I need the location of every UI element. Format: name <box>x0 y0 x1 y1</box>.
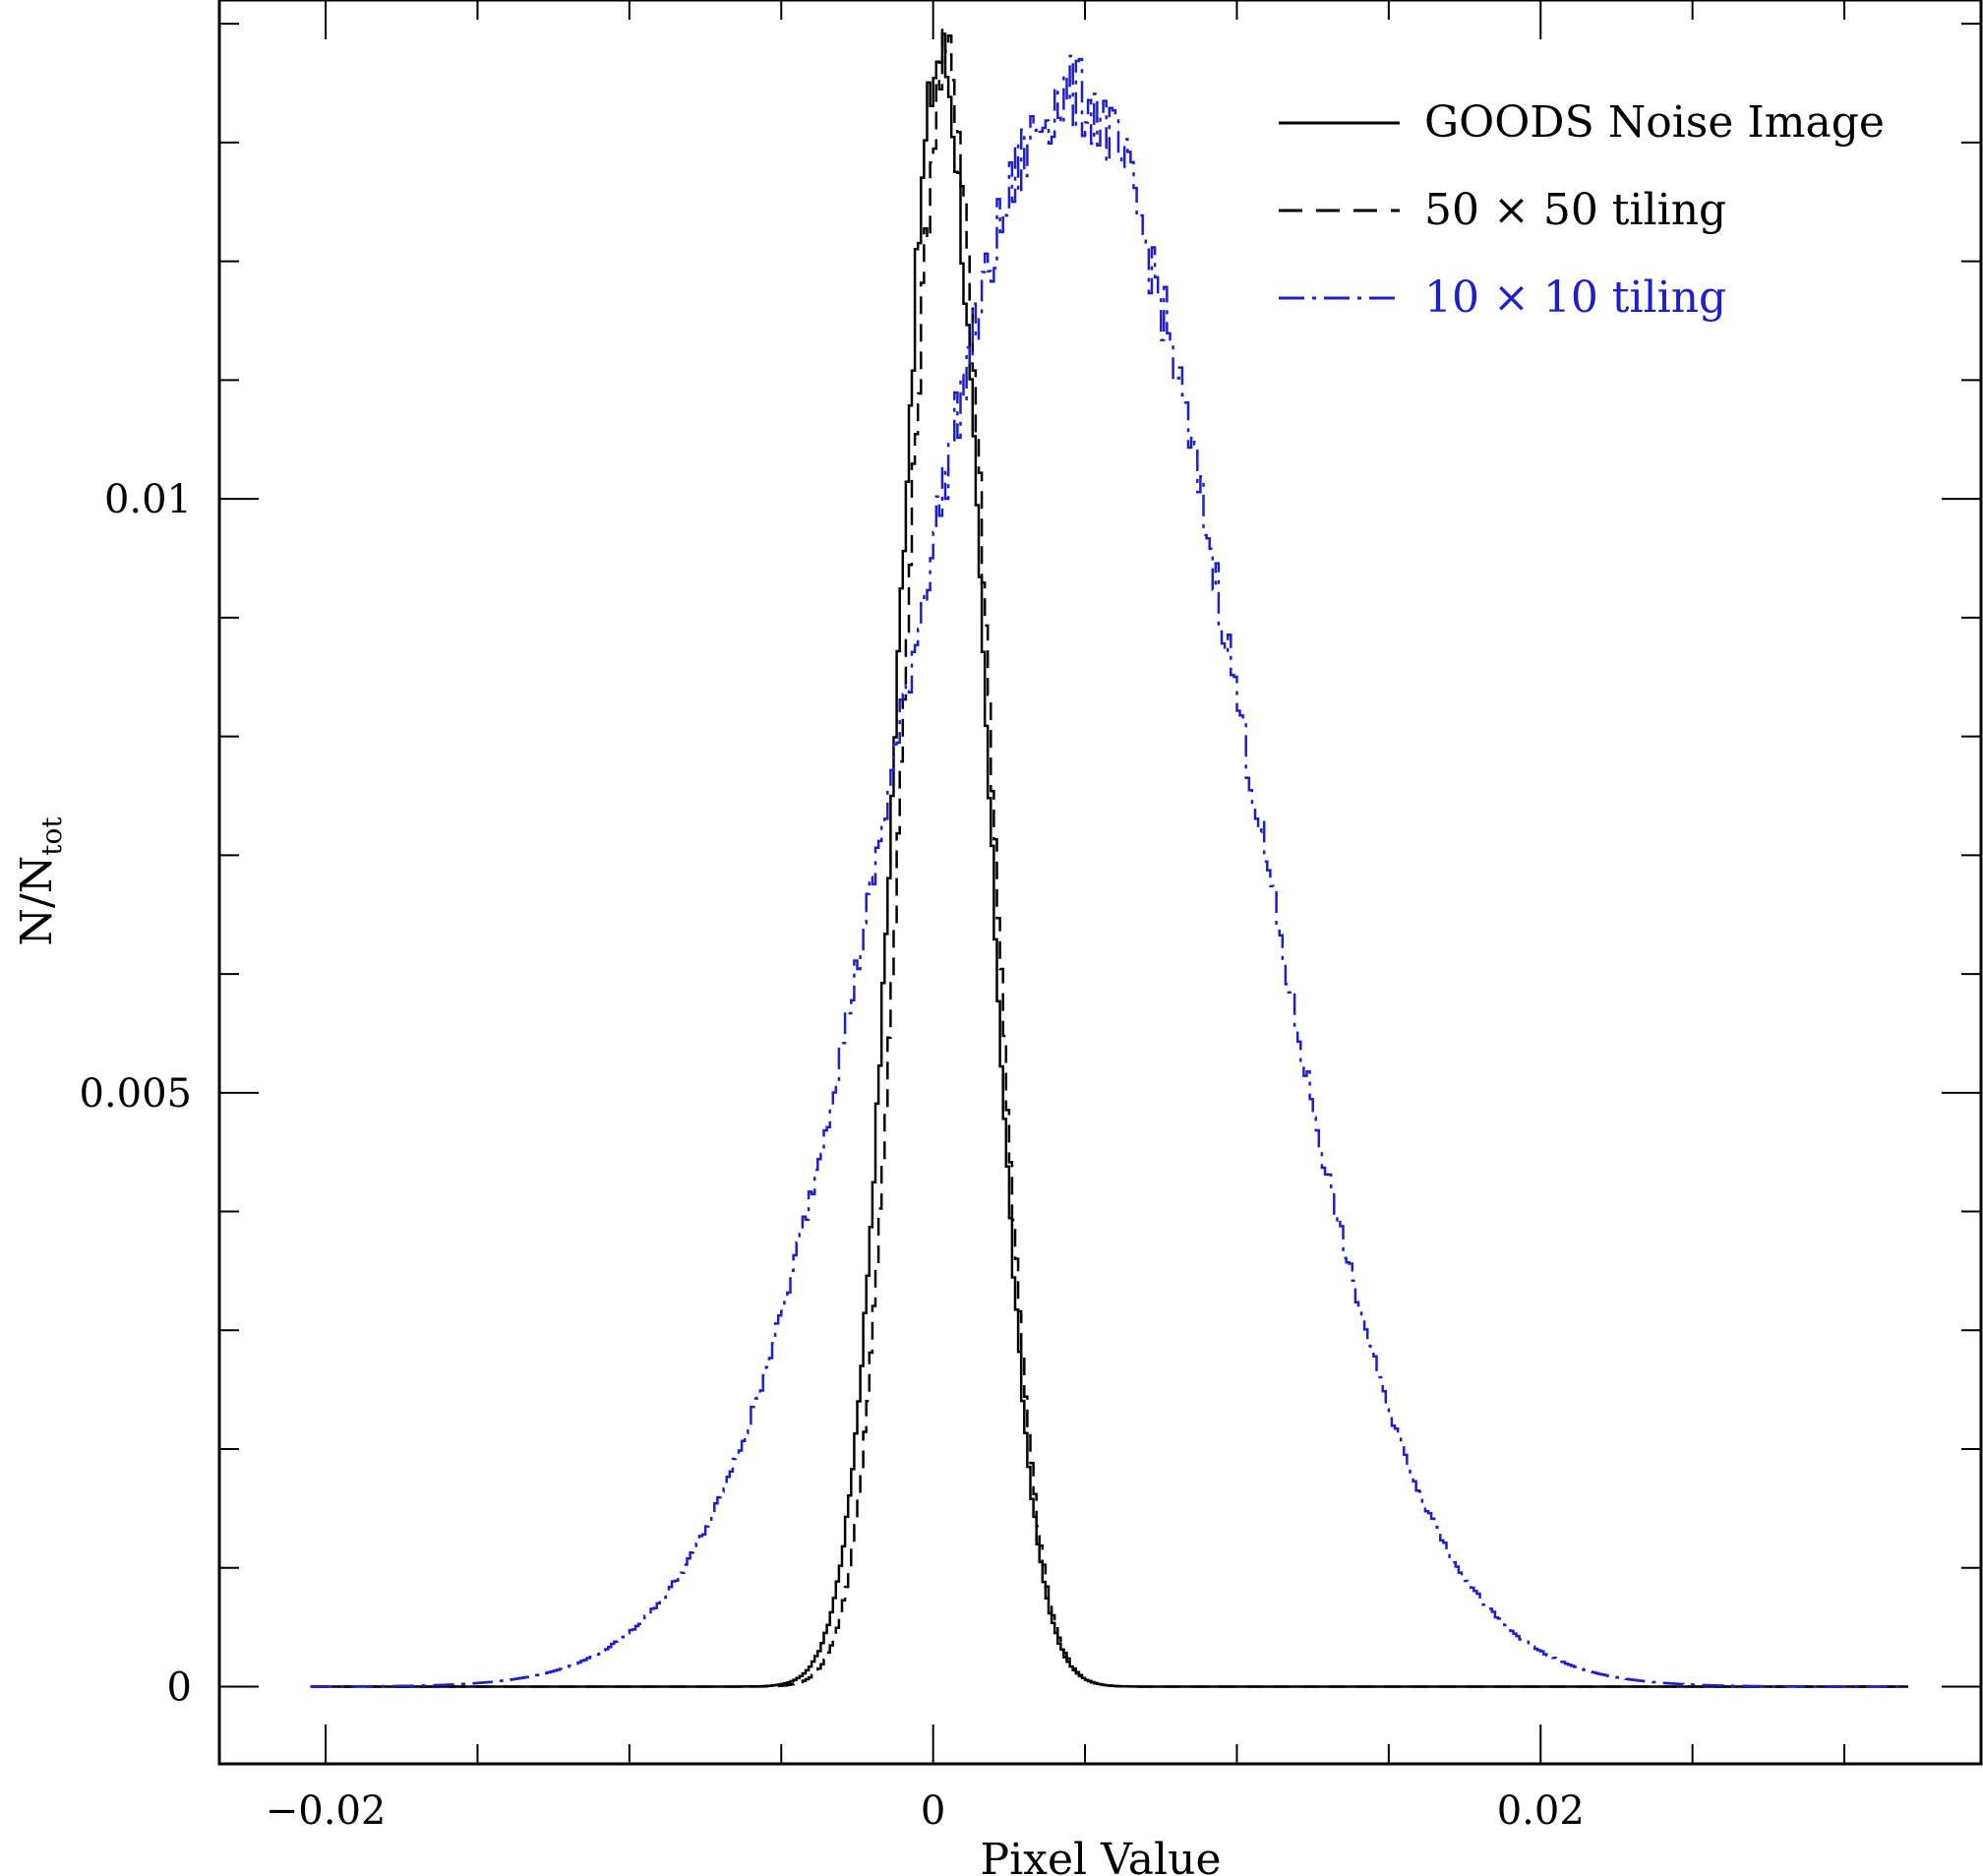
x-tick-label: −0.02 <box>266 1788 387 1834</box>
y-tick-label: 0.01 <box>104 477 192 522</box>
y-axis-label-subscript: tot <box>35 817 68 856</box>
x-axis-label: Pixel Value <box>980 1835 1221 1876</box>
legend-label: 10 × 10 tiling <box>1424 272 1726 323</box>
legend-label: 50 × 50 tiling <box>1424 185 1726 235</box>
y-tick-label: 0 <box>167 1665 192 1711</box>
series-line <box>310 54 1908 1688</box>
y-axis-label: N/Ntot <box>12 817 68 946</box>
x-tick-label: 0.02 <box>1497 1788 1585 1834</box>
y-tick-labels: 0 0.005 0.01 <box>79 477 192 1710</box>
axis-ticks <box>219 0 1981 1764</box>
x-tick-label: 0 <box>921 1788 945 1834</box>
plot-frame <box>217 0 1983 1766</box>
y-axis-label-main: N/N <box>12 856 62 946</box>
series-group <box>310 27 1908 1688</box>
legend-label: GOODS Noise Image <box>1424 97 1885 148</box>
y-tick-label: 0.005 <box>79 1071 192 1117</box>
x-tick-labels: −0.02 0 0.02 <box>266 1788 1585 1834</box>
series-line <box>310 27 1908 1688</box>
legend: GOODS Noise Image 50 × 50 tiling 10 × 10 t… <box>1279 97 1885 323</box>
